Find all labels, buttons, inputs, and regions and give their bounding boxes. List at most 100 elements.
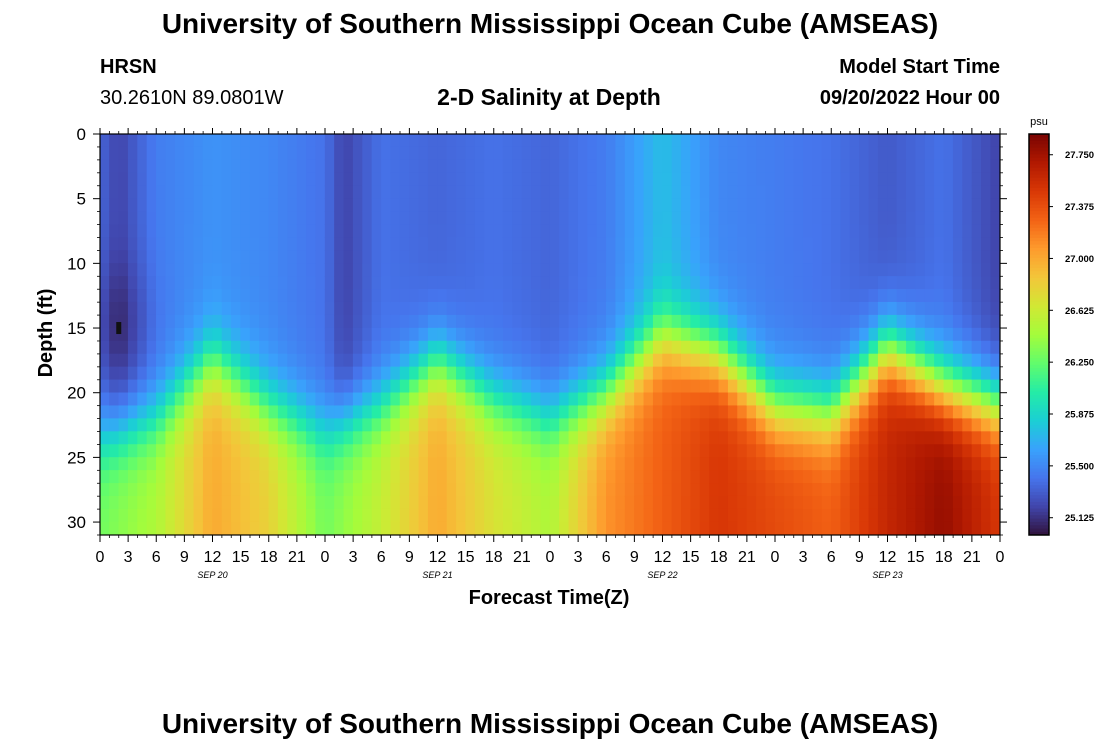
heatmap-cell — [906, 134, 916, 148]
heatmap-cell — [727, 289, 738, 303]
colorbar-swatch — [1029, 310, 1049, 315]
heatmap-cell — [568, 276, 579, 290]
heatmap-cell — [634, 263, 645, 277]
heatmap-cell — [409, 185, 420, 199]
heatmap-cell — [774, 405, 785, 419]
heatmap-cell — [362, 392, 373, 406]
heatmap-cell — [812, 470, 823, 484]
heatmap-cell — [662, 159, 673, 174]
heatmap-cell — [118, 483, 129, 497]
heatmap-cell — [521, 327, 532, 342]
heatmap-cell — [202, 521, 213, 535]
heatmap-cell — [849, 146, 860, 161]
heatmap-cell — [399, 289, 410, 303]
heatmap-cell — [896, 224, 907, 238]
heatmap-cell — [352, 418, 363, 432]
heatmap-cell — [315, 263, 326, 277]
heatmap-cell — [765, 314, 776, 329]
heatmap-cell — [277, 172, 288, 187]
heatmap-cell — [165, 237, 176, 251]
heatmap-cell — [549, 483, 560, 497]
heatmap-cell — [240, 340, 251, 355]
heatmap-cell — [859, 495, 870, 510]
heatmap-cell — [127, 431, 138, 445]
heatmap-cell — [577, 250, 588, 264]
heatmap-cell — [540, 185, 551, 199]
heatmap-cell — [952, 457, 963, 471]
heatmap-cell — [634, 340, 645, 355]
heatmap-cell — [474, 134, 485, 148]
heatmap-cell — [568, 495, 579, 510]
colorbar-swatch — [1029, 481, 1049, 486]
heatmap-cell — [343, 276, 354, 290]
heatmap-cell — [193, 457, 204, 471]
heatmap-cell — [362, 457, 373, 471]
heatmap-cell — [671, 444, 682, 458]
heatmap-cell — [437, 159, 448, 174]
heatmap-cell — [671, 405, 682, 419]
x-tick-label: 15 — [457, 549, 475, 566]
heatmap-cell — [240, 327, 251, 342]
heatmap-cell — [915, 237, 926, 251]
heatmap-cell — [493, 276, 504, 290]
heatmap-cell — [990, 483, 1000, 497]
heatmap-cell — [849, 301, 860, 316]
heatmap-cell — [268, 431, 279, 445]
heatmap-cell — [981, 508, 991, 523]
heatmap-cell — [821, 366, 832, 381]
heatmap-cell — [409, 211, 420, 225]
heatmap-cell — [671, 508, 682, 523]
heatmap-cell — [427, 353, 438, 368]
heatmap-cell — [202, 146, 213, 161]
heatmap-cell — [549, 289, 560, 303]
heatmap-cell — [287, 353, 298, 368]
heatmap-cell — [334, 470, 345, 484]
heatmap-cell — [634, 431, 645, 445]
heatmap-cell — [596, 224, 607, 238]
heatmap-cell — [577, 301, 588, 316]
heatmap-cell — [652, 159, 663, 174]
heatmap-cell — [802, 340, 813, 355]
heatmap-cell — [652, 263, 663, 277]
heatmap-cell — [962, 211, 973, 225]
heatmap-cell — [493, 418, 504, 432]
heatmap-cell — [362, 224, 373, 238]
heatmap-cell — [212, 521, 223, 535]
heatmap-cell — [615, 405, 626, 419]
heatmap-cell — [849, 276, 860, 290]
heatmap-cell — [634, 185, 645, 199]
heatmap-cell — [849, 198, 860, 212]
heatmap-cell — [765, 198, 776, 212]
heatmap-cell — [249, 340, 260, 355]
heatmap-cell — [549, 431, 560, 445]
heatmap-cell — [952, 172, 963, 187]
heatmap-cell — [127, 172, 138, 187]
heatmap-cell — [765, 289, 776, 303]
colorbar-swatch — [1029, 334, 1049, 339]
heatmap-cell — [409, 289, 420, 303]
heatmap-cell — [727, 224, 738, 238]
heatmap-cell — [381, 224, 391, 238]
heatmap-cell — [390, 289, 401, 303]
heatmap-cell — [596, 198, 607, 212]
heatmap-cell — [549, 314, 560, 329]
heatmap-cell — [352, 379, 363, 394]
heatmap-cell — [671, 457, 682, 471]
heatmap-cell — [877, 276, 888, 290]
heatmap-cell — [418, 289, 429, 303]
heatmap-cell — [502, 418, 513, 432]
heatmap-cell — [100, 301, 110, 316]
colorbar-swatch — [1029, 143, 1049, 148]
heatmap-cell — [615, 457, 626, 471]
heatmap-cell — [990, 444, 1000, 458]
x-tick-label: 9 — [630, 549, 639, 566]
heatmap-cell — [540, 134, 551, 148]
heatmap-cell — [793, 224, 804, 238]
heatmap-cell — [268, 418, 279, 432]
heatmap-cell — [212, 211, 223, 225]
heatmap-cell — [634, 250, 645, 264]
heatmap-cell — [418, 185, 429, 199]
heatmap-cell — [118, 418, 129, 432]
heatmap-cell — [156, 379, 166, 394]
heatmap-cell — [821, 418, 832, 432]
